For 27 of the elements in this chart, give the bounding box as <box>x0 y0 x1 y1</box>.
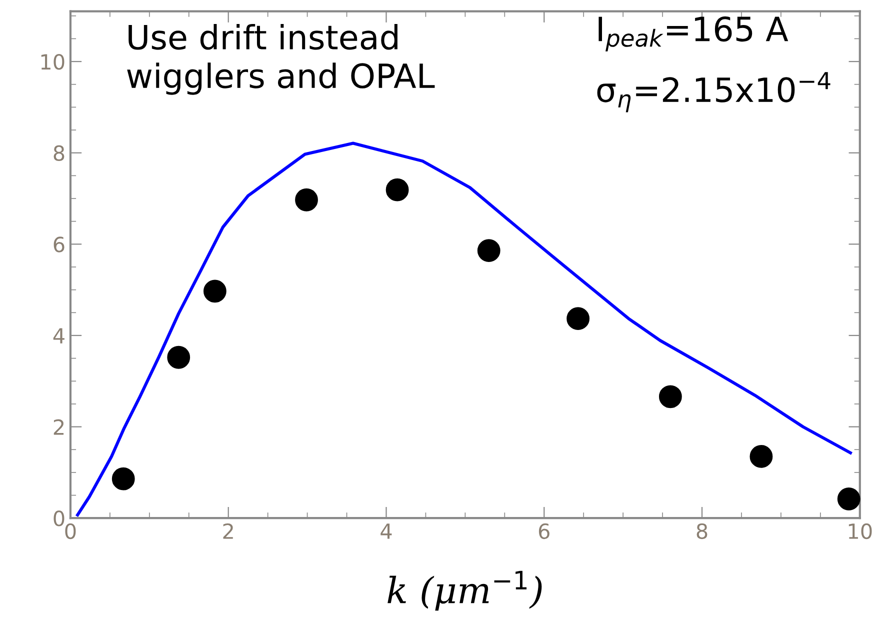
point <box>295 188 318 212</box>
line-series <box>76 142 852 516</box>
x-tick-label: 4 <box>380 524 392 539</box>
point <box>566 307 590 330</box>
x-axis-title: k (μm$^{−1}$) <box>388 570 542 611</box>
annotation: Use drift instead wigglers and OPAL <box>127 24 435 95</box>
point <box>386 178 409 202</box>
point <box>203 280 226 303</box>
y-tick-label: 8 <box>54 145 64 162</box>
point <box>477 239 500 262</box>
x-tick-label: 6 <box>538 523 550 540</box>
y-tick-label: 0 <box>54 510 64 526</box>
y-tick-label: 2 <box>54 419 64 435</box>
y-tick-label: 4 <box>53 328 64 344</box>
point <box>112 467 135 490</box>
point <box>658 385 682 408</box>
x-tick-label: 8 <box>696 523 708 540</box>
point <box>750 445 773 468</box>
x-tick-label: 2 <box>223 523 233 539</box>
annotation: σ$_{η}$=2.15x10$^{−4}$ <box>597 72 830 112</box>
y-tick-label: 10 <box>41 54 64 70</box>
x-tick-label: 0 <box>65 523 76 540</box>
x-tick-label: 10 <box>848 523 872 540</box>
point <box>167 346 190 369</box>
point <box>837 487 860 510</box>
annotation: I$_{peak}$=165 A <box>598 16 788 52</box>
y-tick-label: 6 <box>54 236 64 252</box>
